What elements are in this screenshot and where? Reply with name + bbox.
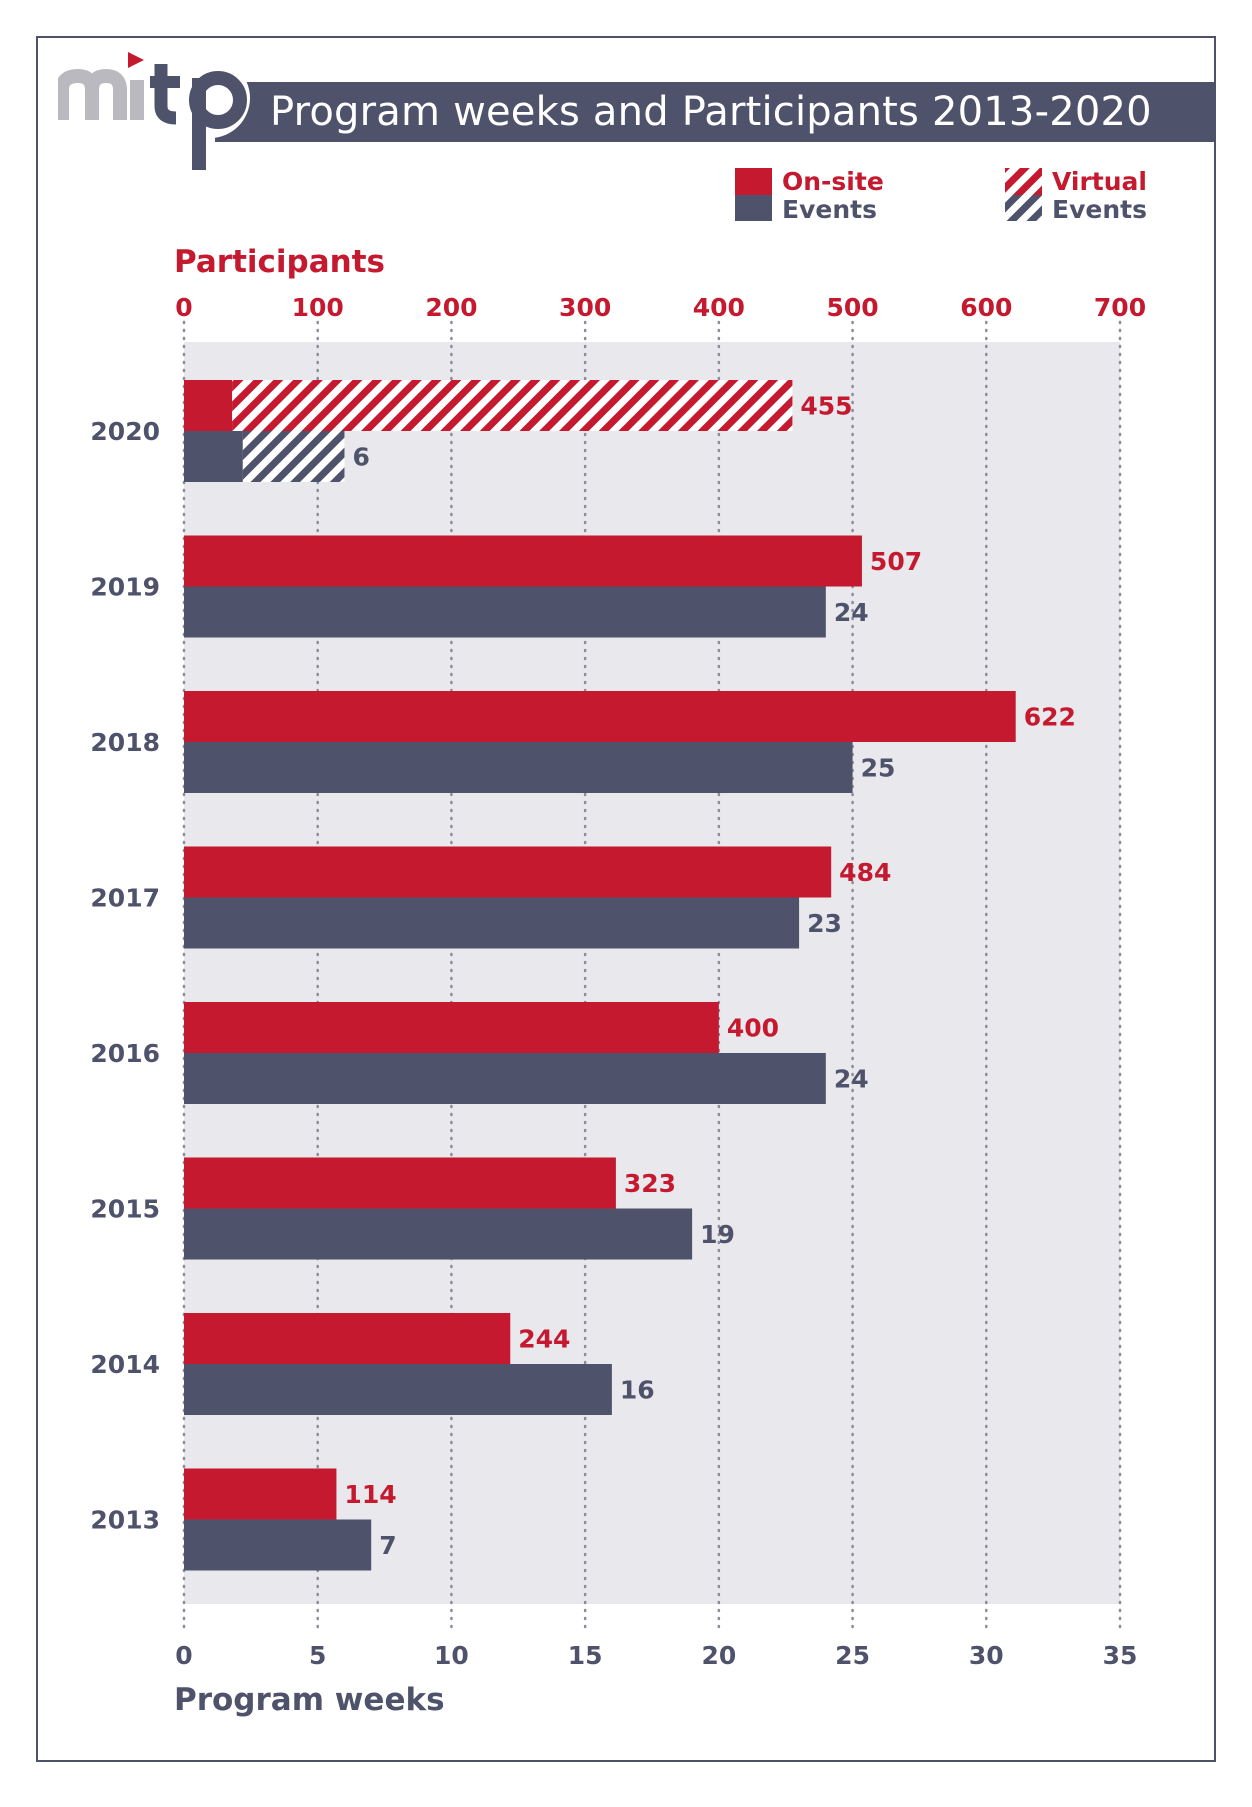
participants-bar: [184, 535, 862, 587]
weeks-value-label: 24: [834, 1065, 869, 1094]
legend-onsite-swatch: [735, 168, 772, 195]
participants-value-label: 484: [839, 858, 891, 887]
top-tick-label: 600: [960, 293, 1012, 322]
weeks-bar: [184, 897, 800, 949]
bottom-tick-label: 30: [969, 1641, 1004, 1670]
year-labels: 2020 2019 2018 2017 2016 2015 2014 2013: [90, 417, 160, 1535]
top-tick-label: 300: [559, 293, 611, 322]
top-tick-label: 200: [425, 293, 477, 322]
bottom-tick-label: 25: [835, 1641, 870, 1670]
bottom-tick-label: 15: [568, 1641, 603, 1670]
year-label: 2013: [90, 1506, 160, 1535]
year-label: 2017: [90, 884, 160, 913]
top-tick-labels: 0 100 200 300 400 500 600 700: [175, 293, 1146, 322]
participants-value-label: 323: [624, 1169, 676, 1198]
participants-value-label: 455: [800, 392, 852, 421]
legend-virtual-label: Virtual: [1052, 167, 1147, 196]
bars: [184, 380, 1016, 1571]
top-axis-title: Participants: [174, 244, 385, 280]
participants-bar: [184, 1468, 337, 1520]
weeks-virtual-bar: [242, 431, 345, 482]
participants-value-label: 622: [1024, 703, 1076, 732]
weeks-bar: [184, 1519, 372, 1571]
weeks-value-label: 19: [700, 1220, 735, 1249]
chart-title: Program weeks and Participants 2013-2020: [270, 89, 1152, 135]
bottom-axis-title: Program weeks: [174, 1682, 445, 1718]
legend-onsite-events-label: Events: [782, 195, 877, 224]
legend: On-site Events Virtual Events: [735, 167, 1147, 224]
bottom-tick-labels: 0 5 10 15 20 25 30 35: [175, 1641, 1137, 1670]
bottom-tick-label: 35: [1103, 1641, 1138, 1670]
year-label: 2019: [90, 573, 160, 602]
weeks-bar: [184, 586, 826, 638]
participants-bar: [184, 1313, 511, 1364]
participants-value-label: 114: [344, 1480, 396, 1509]
weeks-bar: [184, 431, 243, 482]
weeks-bar: [184, 1364, 612, 1415]
top-tick-label: 0: [175, 293, 192, 322]
weeks-value-label: 16: [620, 1376, 655, 1405]
legend-virtual-swatch: [1005, 168, 1042, 195]
weeks-value-label: 7: [379, 1531, 396, 1560]
title-band: [215, 82, 1216, 142]
participants-value-label: 400: [727, 1014, 779, 1043]
participants-bar: [184, 1002, 719, 1053]
chart-frame: [36, 36, 1216, 1762]
participants-bar: [184, 380, 233, 431]
year-label: 2014: [90, 1350, 160, 1379]
weeks-bar: [184, 742, 853, 793]
top-tick-label: 100: [292, 293, 344, 322]
legend-virtual-events-swatch: [1005, 195, 1042, 221]
year-label: 2018: [90, 728, 160, 757]
participants-bar: [184, 846, 832, 898]
weeks-value-label: 25: [861, 754, 896, 783]
mitp-logo: mitp: [58, 52, 250, 170]
participants-virtual-bar: [232, 380, 793, 431]
weeks-value-label: 23: [807, 909, 842, 938]
bottom-tick-label: 10: [434, 1641, 469, 1670]
year-label: 2016: [90, 1039, 160, 1068]
bottom-tick-label: 0: [175, 1641, 192, 1670]
top-tick-label: 700: [1094, 293, 1146, 322]
participants-bar: [184, 1157, 616, 1209]
participants-bar: [184, 691, 1016, 742]
top-tick-label: 500: [826, 293, 878, 322]
legend-onsite-events-swatch: [735, 195, 772, 221]
bottom-tick-label: 5: [309, 1641, 326, 1670]
bottom-tick-label: 20: [701, 1641, 736, 1670]
participants-value-label: 244: [518, 1325, 570, 1354]
year-label: 2020: [90, 417, 160, 446]
weeks-bar: [184, 1208, 693, 1260]
legend-onsite-label: On-site: [782, 167, 884, 196]
weeks-value-label: 6: [352, 443, 369, 472]
participants-value-label: 507: [870, 547, 922, 576]
legend-virtual-events-label: Events: [1052, 195, 1147, 224]
top-tick-label: 400: [693, 293, 745, 322]
weeks-value-label: 24: [834, 598, 869, 627]
year-label: 2015: [90, 1195, 160, 1224]
weeks-bar: [184, 1053, 826, 1104]
